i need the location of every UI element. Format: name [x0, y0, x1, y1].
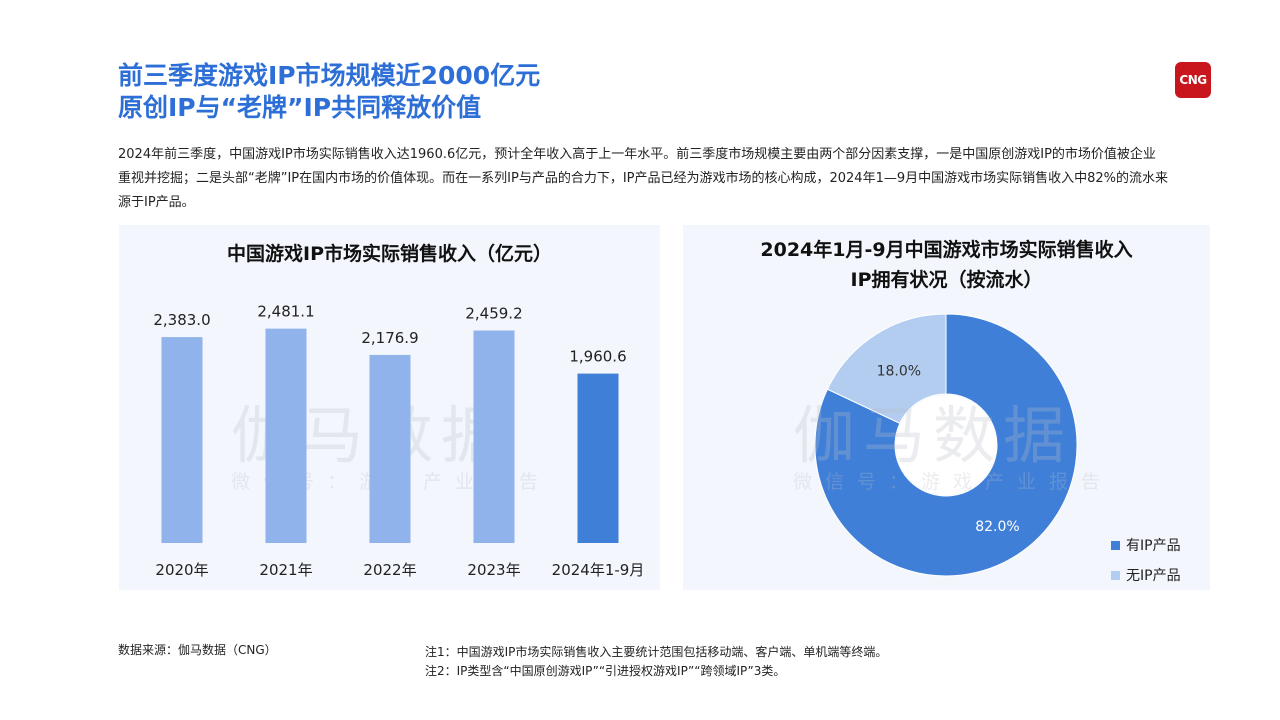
- bar-value-label: 2,459.2: [465, 305, 522, 323]
- donut-slice-label: 82.0%: [975, 519, 1019, 535]
- bar-4: [473, 330, 515, 543]
- bar-1: [161, 337, 203, 543]
- bar-2: [265, 328, 307, 543]
- legend-item-non-ip: 无IP产品: [1111, 565, 1181, 585]
- x-tick-label: 2023年: [467, 561, 520, 579]
- donut-chart-title-line1: 2024年1月-9月中国游戏市场实际销售收入: [760, 239, 1133, 261]
- donut-chart: 82.0% 18.0%: [814, 313, 1078, 577]
- bar-value-label: 2,481.1: [257, 303, 314, 321]
- bar-3: [369, 354, 411, 543]
- footnote-1: 注1：中国游戏IP市场实际销售收入主要统计范围包括移动端、客户端、单机端等终端。: [425, 645, 888, 659]
- intro-paragraph: 2024年前三季度，中国游戏IP市场实际销售收入达1960.6亿元，预计全年收入…: [118, 147, 1169, 210]
- donut-chart-title: 2024年1月-9月中国游戏市场实际销售收入 IP拥有状况（按流水）: [683, 235, 1210, 295]
- legend-label-ip: 有IP产品: [1126, 538, 1181, 554]
- bar-value-label: 1,960.6: [569, 348, 626, 366]
- bar-5: [577, 373, 619, 543]
- donut-chart-panel: 2024年1月-9月中国游戏市场实际销售收入 IP拥有状况（按流水） 82.0%…: [683, 225, 1210, 590]
- bar-value-label: 2,176.9: [361, 329, 418, 347]
- bar-chart: 2,383.0 2020年 2,481.1 2021年 2,176.9 2022年 2,45…: [153, 303, 645, 579]
- bar-value-label: 2,383.0: [153, 311, 210, 329]
- x-tick-label: 2020年: [155, 561, 208, 579]
- x-tick-label: 2022年: [363, 561, 416, 579]
- data-source: 数据来源：伽马数据（CNG）: [118, 643, 277, 657]
- donut-chart-title-line2: IP拥有状况（按流水）: [850, 269, 1043, 291]
- x-tick-label: 2024年1-9月: [552, 561, 645, 579]
- donut-hole: [896, 395, 996, 495]
- donut-slice-label: 18.0%: [877, 364, 921, 380]
- donut-slice-2: [826, 313, 947, 424]
- page-title: 前三季度游戏IP市场规模近2000亿元 原创IP与“老牌”IP共同释放价值: [118, 60, 540, 124]
- legend-swatch-non-ip: [1111, 570, 1120, 580]
- cng-logo: CNG: [1175, 62, 1211, 98]
- bar-chart-title: 中国游戏IP市场实际销售收入（亿元）: [227, 243, 552, 265]
- legend-label-non-ip: 无IP产品: [1126, 568, 1181, 584]
- x-tick-label: 2021年: [259, 561, 312, 579]
- legend-swatch-ip: [1111, 540, 1120, 550]
- donut-slice-1: [814, 313, 1078, 577]
- page-title-line2: 原创IP与“老牌”IP共同释放价值: [118, 93, 482, 122]
- footnote-2: 注2：IP类型含“中国原创游戏IP”“引进授权游戏IP”“跨领域IP”3类。: [425, 664, 786, 678]
- bar-chart-panel: 中国游戏IP市场实际销售收入（亿元） 伽马数据 微信号：游戏产业报告 2,383…: [119, 225, 660, 590]
- legend-item-ip: 有IP产品: [1111, 535, 1181, 555]
- page-title-line1: 前三季度游戏IP市场规模近2000亿元: [118, 61, 541, 90]
